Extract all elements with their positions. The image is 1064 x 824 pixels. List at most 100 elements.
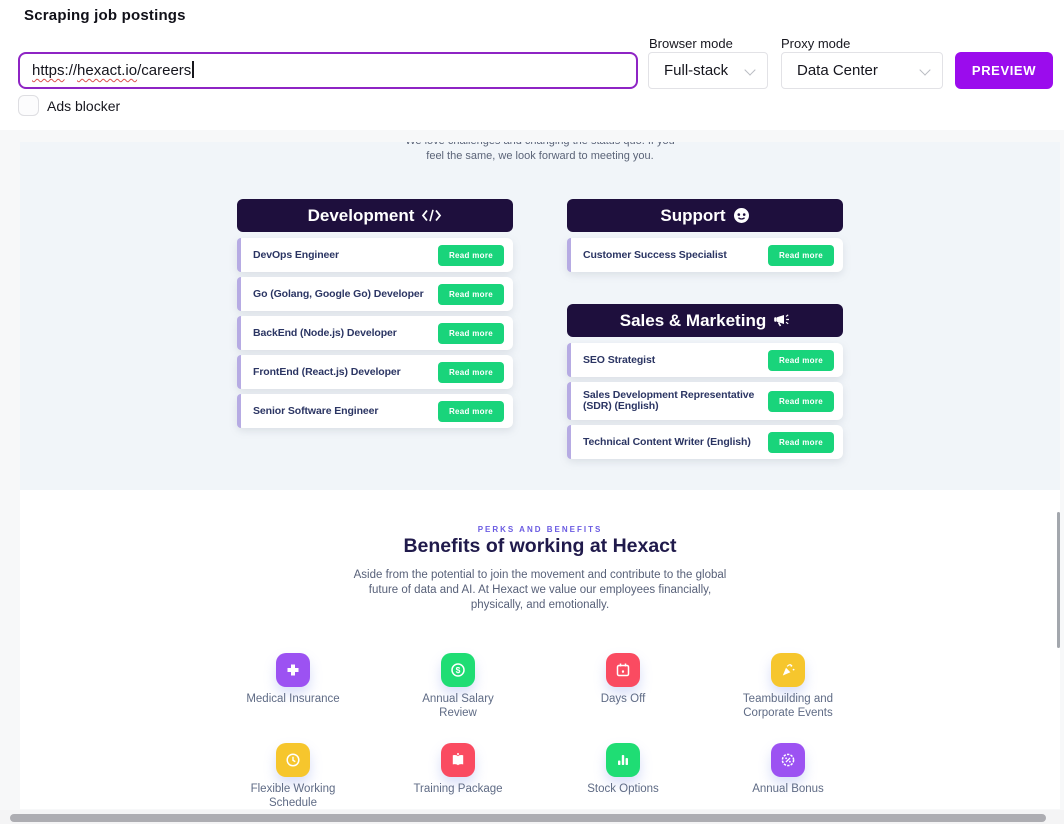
job-card[interactable]: BackEnd (Node.js) Developer Read more: [237, 316, 513, 350]
card-accent-bar: [567, 382, 571, 420]
ads-blocker-label: Ads blocker: [47, 98, 121, 114]
card-accent-bar: [237, 238, 241, 272]
proxy-mode-value: Data Center: [797, 62, 878, 79]
job-card[interactable]: Sales Development Representative (SDR) (…: [567, 382, 843, 420]
code-icon: [422, 209, 442, 222]
proxy-mode-label: Proxy mode: [781, 36, 851, 51]
benefit-annual-bonus: Annual Bonus: [713, 743, 863, 796]
read-more-button[interactable]: Read more: [768, 390, 834, 412]
megaphone-icon: [774, 314, 790, 327]
support-agent-icon: [733, 208, 749, 223]
benefit-stock-options: Stock Options: [548, 743, 698, 796]
url-path: /careers: [137, 62, 192, 79]
category-title: Development: [307, 205, 415, 225]
category-title: Sales & Marketing: [619, 310, 767, 330]
badge-percent-icon: [771, 743, 805, 777]
benefit-medical-insurance: Medical Insurance: [218, 653, 368, 706]
category-header-sales-marketing: Sales & Marketing: [567, 304, 843, 337]
url-host: hexact.io: [77, 62, 138, 79]
job-title: Go (Golang, Google Go) Developer: [253, 288, 424, 300]
job-title: Senior Software Engineer: [253, 405, 379, 417]
dollar-coin-icon: $: [441, 653, 475, 687]
benefit-label: Flexible Working Schedule: [250, 783, 336, 809]
benefit-annual-salary-review: $ Annual Salary Review: [383, 653, 533, 720]
card-accent-bar: [237, 316, 241, 350]
party-popper-icon: [771, 653, 805, 687]
job-title: SEO Strategist: [583, 354, 656, 366]
benefit-label: Stock Options: [587, 783, 659, 795]
card-accent-bar: [567, 343, 571, 377]
proxy-mode-select[interactable]: Data Center: [781, 52, 943, 89]
job-card[interactable]: Senior Software Engineer Read more: [237, 394, 513, 428]
scrape-toolbar: Scraping job postings https://hexact.io/…: [0, 0, 1064, 130]
job-title: Technical Content Writer (English): [583, 436, 751, 448]
url-separator: ://: [64, 62, 78, 79]
benefits-heading: Benefits of working at Hexact: [403, 535, 677, 557]
read-more-button[interactable]: Read more: [768, 431, 834, 453]
browser-mode-value: Full-stack: [664, 62, 729, 79]
careers-intro-text: We love challenges and changing the stat…: [290, 142, 790, 164]
read-more-button[interactable]: Read more: [438, 361, 504, 383]
job-title: BackEnd (Node.js) Developer: [253, 327, 397, 339]
read-more-button[interactable]: Read more: [438, 244, 504, 266]
job-card[interactable]: Technical Content Writer (English) Read …: [567, 425, 843, 459]
benefit-label: Days Off: [600, 693, 646, 705]
card-accent-bar: [237, 277, 241, 311]
url-scheme: https: [32, 62, 65, 79]
horizontal-scrollbar-thumb[interactable]: [10, 814, 1046, 822]
read-more-button[interactable]: Read more: [768, 244, 834, 266]
read-more-button[interactable]: Read more: [438, 400, 504, 422]
category-header-support: Support: [567, 199, 843, 232]
job-card[interactable]: SEO Strategist Read more: [567, 343, 843, 377]
benefit-label: Teambuilding and Corporate Events: [742, 693, 834, 719]
medical-cross-icon: [276, 653, 310, 687]
card-accent-bar: [237, 355, 241, 389]
browser-mode-label: Browser mode: [649, 36, 733, 51]
benefits-description: Aside from the potential to join the mov…: [353, 569, 727, 611]
job-title: Sales Development Representative (SDR) (…: [583, 388, 755, 412]
intro-line-1: We love challenges and changing the stat…: [290, 142, 790, 149]
card-accent-bar: [567, 425, 571, 459]
benefit-teambuilding-events: Teambuilding and Corporate Events: [713, 653, 863, 720]
read-more-button[interactable]: Read more: [438, 283, 504, 305]
benefit-flexible-schedule: Flexible Working Schedule: [218, 743, 368, 809]
book-icon: [441, 743, 475, 777]
site-preview-panel: We love challenges and changing the stat…: [20, 142, 1060, 809]
benefit-label: Training Package: [413, 783, 503, 795]
url-input[interactable]: https://hexact.io/careers: [18, 52, 638, 89]
calendar-heart-icon: [606, 653, 640, 687]
benefit-training-package: Training Package: [383, 743, 533, 796]
clock-icon: [276, 743, 310, 777]
read-more-button[interactable]: Read more: [438, 322, 504, 344]
job-title: DevOps Engineer: [253, 249, 340, 261]
intro-line-2: feel the same, we look forward to meetin…: [426, 150, 654, 162]
careers-hero-section: We love challenges and changing the stat…: [20, 142, 1060, 490]
page-title: Scraping job postings: [24, 7, 186, 24]
ads-blocker-checkbox[interactable]: [18, 95, 39, 116]
svg-text:$: $: [456, 665, 461, 675]
read-more-button[interactable]: Read more: [768, 349, 834, 371]
benefit-label: Medical Insurance: [246, 693, 340, 705]
job-title: FrontEnd (React.js) Developer: [253, 366, 401, 378]
job-card[interactable]: Go (Golang, Google Go) Developer Read mo…: [237, 277, 513, 311]
vertical-scrollbar-thumb[interactable]: [1057, 512, 1060, 648]
horizontal-scrollbar-track: [0, 810, 1064, 824]
browser-mode-select[interactable]: Full-stack: [648, 52, 768, 89]
text-cursor: [192, 61, 194, 78]
card-accent-bar: [567, 238, 571, 272]
job-title: Customer Success Specialist: [583, 249, 727, 261]
preview-button[interactable]: PREVIEW: [955, 52, 1053, 89]
job-card[interactable]: DevOps Engineer Read more: [237, 238, 513, 272]
job-card[interactable]: FrontEnd (React.js) Developer Read more: [237, 355, 513, 389]
card-accent-bar: [237, 394, 241, 428]
perks-eyebrow: PERKS AND BENEFITS: [477, 525, 603, 534]
job-card[interactable]: Customer Success Specialist Read more: [567, 238, 843, 272]
benefit-label: Annual Bonus: [752, 783, 824, 795]
chevron-down-icon: [919, 64, 931, 76]
benefit-days-off: Days Off: [548, 653, 698, 706]
bar-chart-icon: [606, 743, 640, 777]
category-title: Support: [660, 205, 726, 225]
chevron-down-icon: [744, 64, 756, 76]
benefit-label: Annual Salary Review: [422, 693, 494, 719]
category-header-development: Development: [237, 199, 513, 232]
